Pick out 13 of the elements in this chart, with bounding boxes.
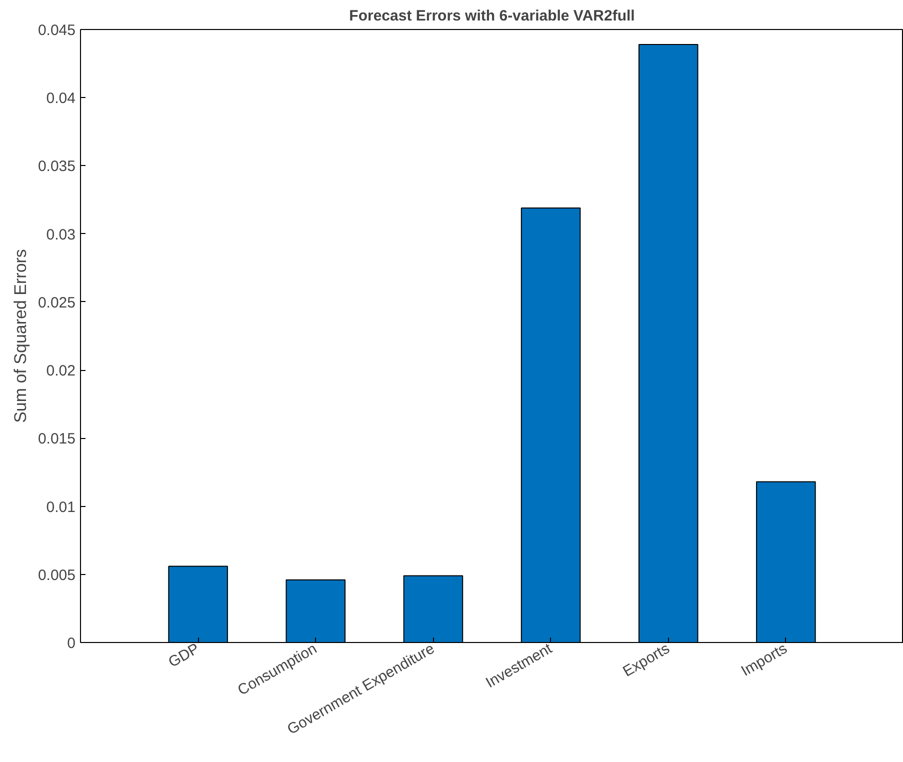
y-tick-label: 0.045	[38, 22, 76, 39]
y-tick-label: 0.025	[38, 294, 76, 312]
y-axis-title: Sum of Squared Errors	[10, 249, 30, 423]
y-tick-label: 0	[67, 635, 76, 652]
y-tick-label: 0.015	[38, 430, 76, 448]
x-tick-label: GDP	[166, 640, 202, 672]
chart-title: Forecast Errors with 6-variable VAR2full	[349, 8, 635, 24]
y-tick-label: 0.005	[38, 566, 76, 584]
y-tick-label: 0.03	[46, 226, 76, 244]
y-tick-label: 0.02	[46, 362, 76, 380]
y-tick-label: 0.04	[46, 90, 76, 108]
y-tick-label: 0.01	[46, 498, 76, 516]
y-tick-label: 0.035	[38, 158, 76, 176]
